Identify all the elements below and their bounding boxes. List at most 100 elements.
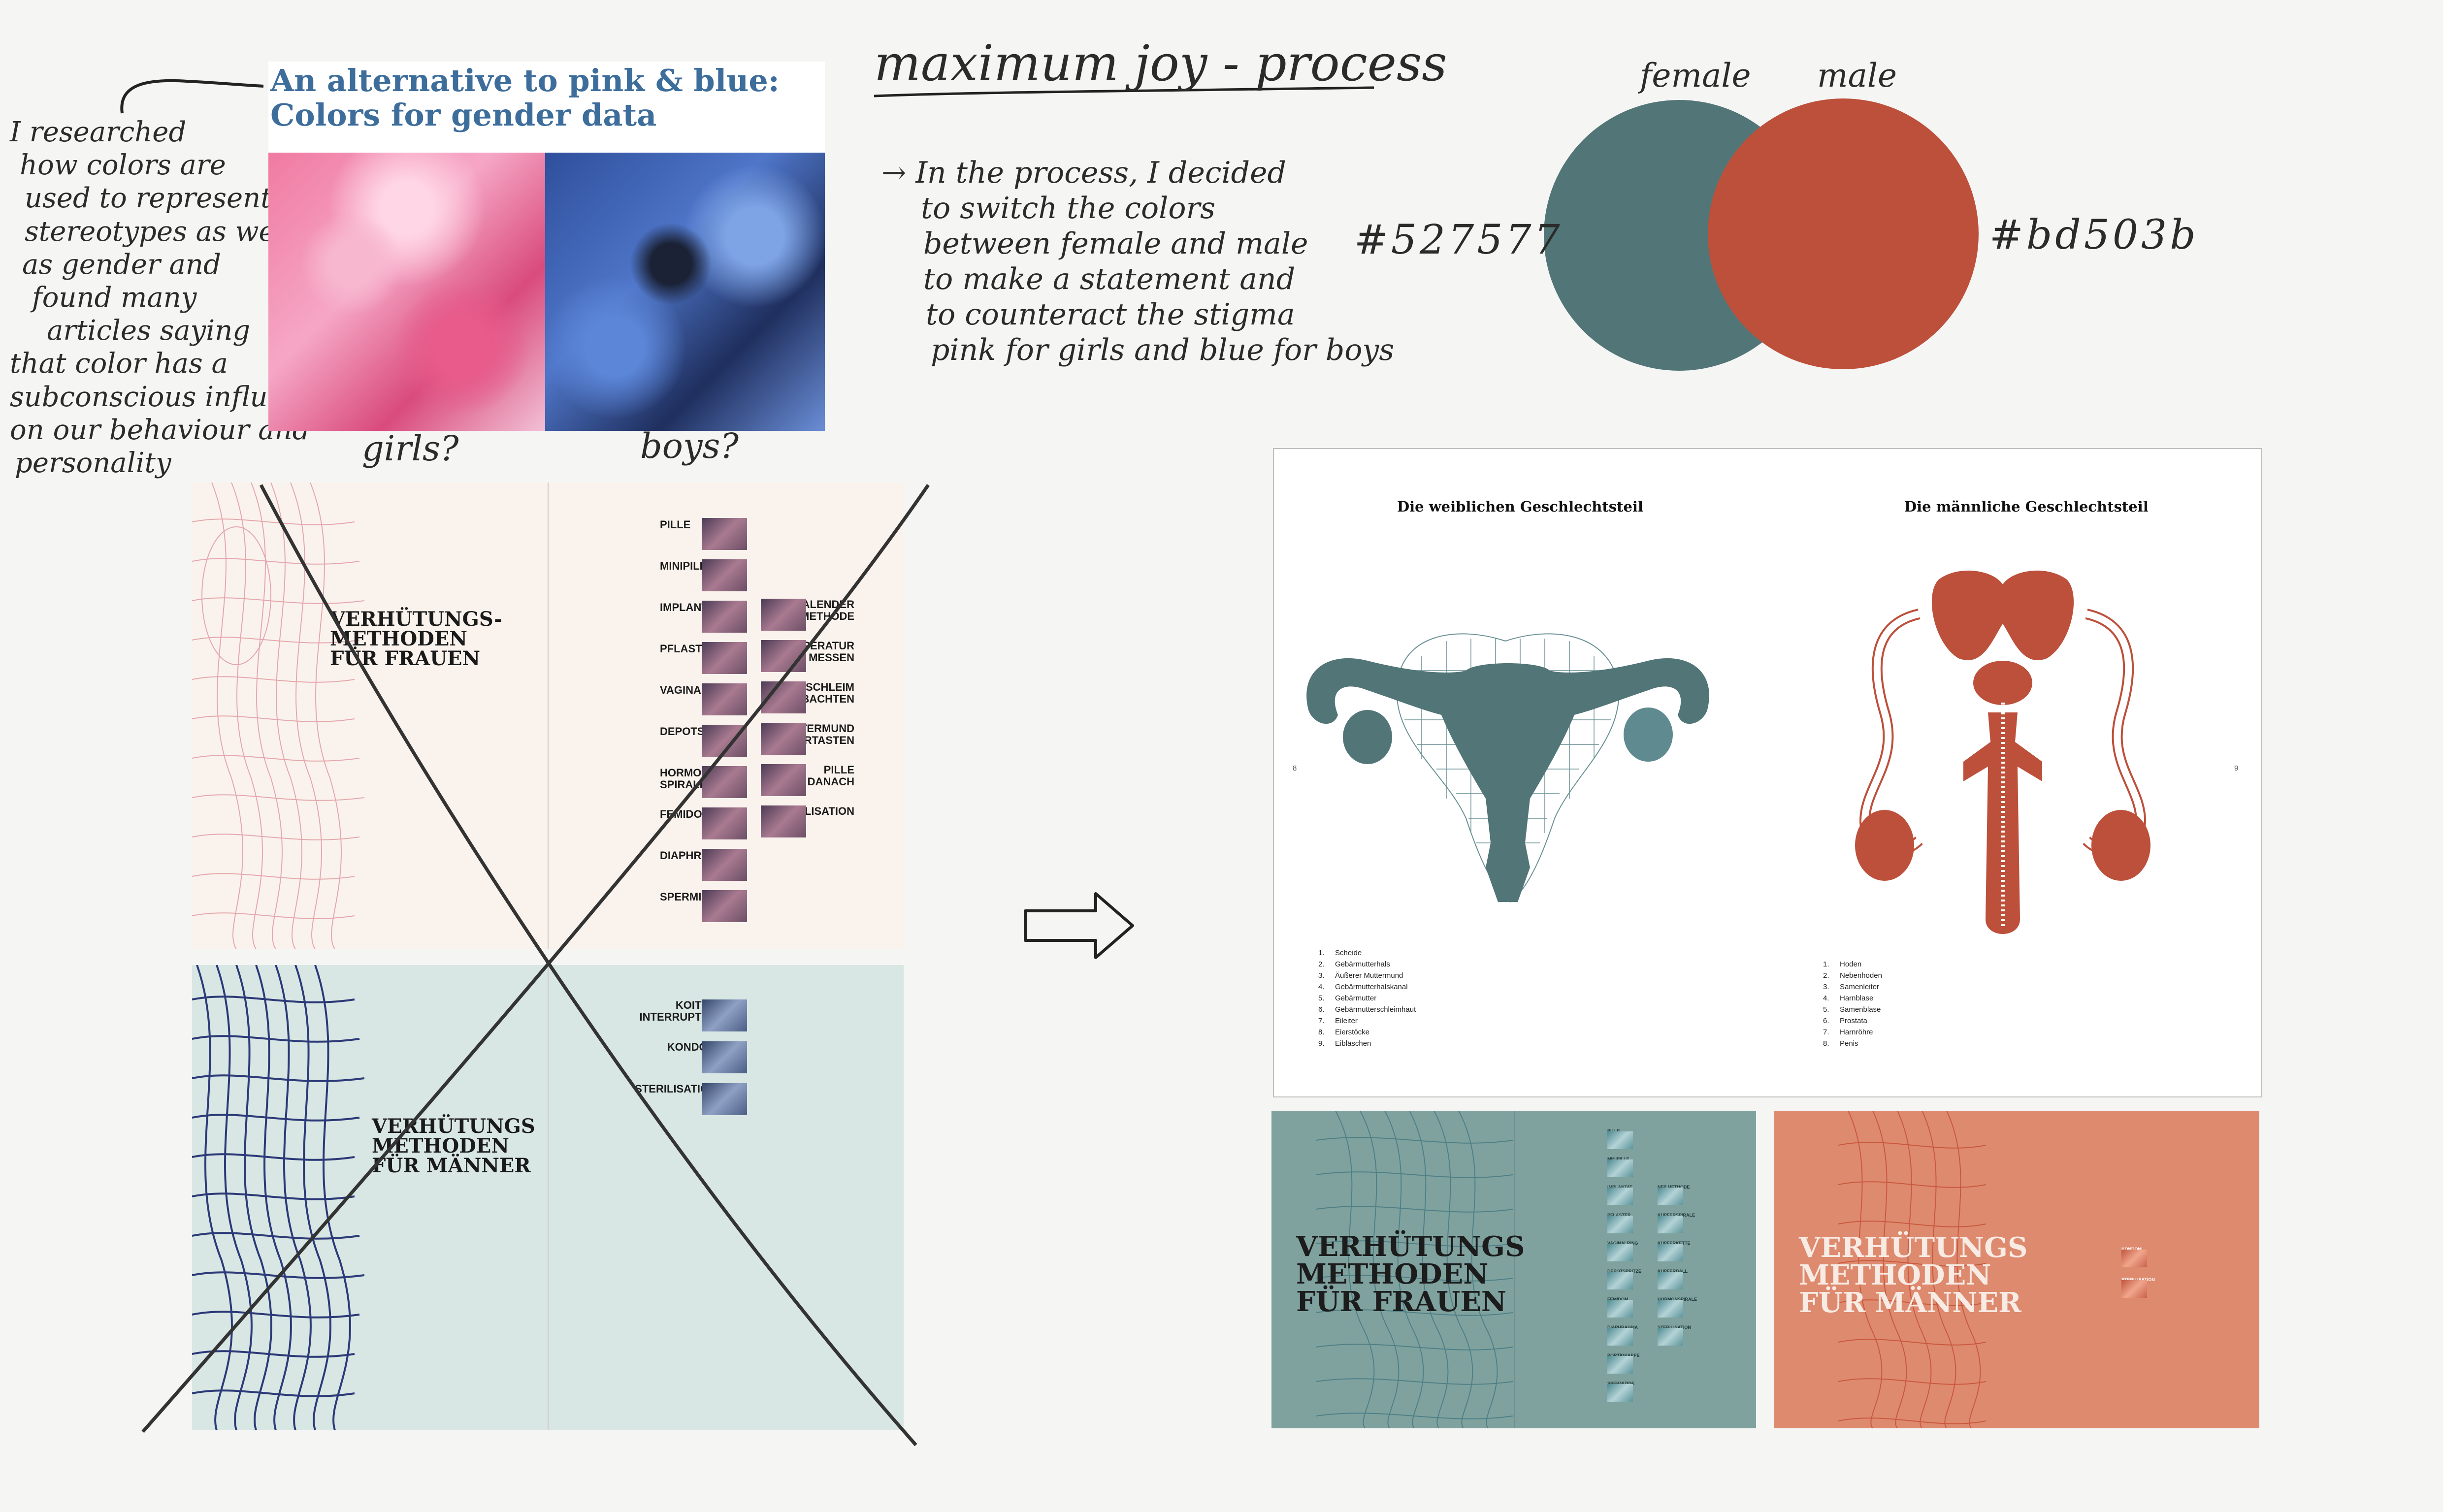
note-line: stereotypes as well [25, 215, 293, 248]
blue-toys-photo [545, 153, 825, 431]
male-hex-code: #bd503b [1989, 212, 2199, 258]
male-parts-list: 1. Hoden 2. Nebenhoden 3. Samenleiter 4. Harnbl… [1823, 959, 1882, 1049]
method-swatch [1607, 1131, 1633, 1149]
note-line: → In the process, I decided [881, 156, 1286, 190]
method-swatch [761, 805, 806, 837]
method-label: VAGINALRING [1607, 1241, 1638, 1246]
part-item: 9. Eibläschen [1318, 1039, 1371, 1048]
method-swatch [702, 601, 747, 633]
method-label: PILLE [660, 518, 691, 531]
note-line: found many [32, 281, 197, 314]
title-line: FÜR MÄNNER [1799, 1287, 2021, 1319]
method-swatch [1658, 1216, 1683, 1233]
teal-women-spread: VERHÜTUNGS METHODEN FÜR FRAUEN PILLE MINI… [1271, 1111, 1756, 1428]
part-label: Penis [1840, 1039, 1858, 1048]
note-line: pink for girls and blue for boys [931, 333, 1395, 367]
note-line: I researched [10, 116, 187, 148]
method-label: PFLASTER [1607, 1213, 1631, 1218]
part-label: Gebärmutterschleimhaut [1335, 1005, 1416, 1014]
women-spread-draft: VERHÜTUNGS- METHODEN FÜR FRAUEN PILLE MIN… [192, 483, 904, 949]
method-swatch [761, 723, 806, 755]
part-item: 6. Gebärmutterschleimhaut [1318, 1005, 1416, 1014]
method-label: PILLE DANACH [807, 764, 854, 788]
note-line: to counteract the stigma [926, 297, 1295, 332]
note-line: that color has a [10, 348, 228, 380]
part-item: 5. Gebärmutter [1318, 994, 1377, 1002]
method-swatch [1658, 1272, 1683, 1289]
method-swatch [2121, 1250, 2147, 1267]
cover-title: VERHÜTUNGS METHODEN FÜR MÄNNER [1799, 1234, 2027, 1317]
method-swatch [1658, 1188, 1683, 1205]
note-line: on our behaviour and [10, 414, 310, 446]
part-item: 3. Äußerer Muttermund [1318, 971, 1403, 980]
title-line: FÜR FRAUEN [1296, 1286, 1507, 1318]
method-swatch [702, 518, 747, 550]
part-item: 7. Harnröhre [1823, 1028, 1873, 1036]
part-item: 2. Nebenhoden [1823, 971, 1882, 980]
method-label: FEMIDOM [1607, 1297, 1629, 1302]
method-swatch [1607, 1328, 1633, 1346]
female-parts-list: 1. Scheide 2. Gebärmutterhals 3. Äußerer Mutt… [1318, 947, 1416, 1049]
male-label: male [1817, 57, 1897, 95]
connector-line [120, 79, 264, 114]
title-line: FÜR MÄNNER [372, 1154, 531, 1177]
part-label: Eileiter [1335, 1017, 1358, 1025]
research-note: I researched how colors are used to repr… [10, 116, 333, 480]
heading-underline [874, 86, 1374, 97]
method-swatch [702, 807, 747, 839]
part-label: Gebärmutter [1335, 994, 1377, 1002]
pink-toys-photo [268, 153, 545, 431]
process-note: → In the process, I decided to switch th… [881, 155, 1394, 368]
note-line: to switch the colors [921, 191, 1215, 225]
method-label: KUPFERKETTE [1658, 1241, 1691, 1246]
cover-title: VERHÜTUNGS METHODEN FÜR FRAUEN [1296, 1233, 1525, 1316]
method-swatch [1658, 1244, 1683, 1261]
part-label: Scheide [1335, 949, 1362, 957]
method-swatch [702, 683, 747, 715]
part-label: Harnröhre [1840, 1028, 1873, 1036]
method-label: KONDOM [2121, 1247, 2142, 1252]
page-fold [1514, 1111, 1515, 1428]
female-label: female [1640, 57, 1751, 95]
note-line: how colors are [20, 149, 226, 182]
method-swatch [1607, 1159, 1633, 1177]
part-item: 8. Penis [1823, 1039, 1858, 1048]
cover-title: VERHÜTUNGS METHODEN FÜR MÄNNER [372, 1117, 535, 1176]
method-label: STERILISATION [1658, 1325, 1691, 1330]
title-line: METHODEN [372, 1134, 509, 1158]
method-swatch [1607, 1272, 1633, 1289]
part-label: Gebärmutterhalskanal [1335, 983, 1408, 991]
method-label: NFP METHODE [1658, 1185, 1690, 1190]
men-spread-draft: VERHÜTUNGS METHODEN FÜR MÄNNER KOITUS IN… [192, 965, 904, 1430]
page-title: maximum joy - process [874, 34, 1447, 92]
female-hex-code: #527577 [1354, 217, 1563, 263]
part-item: 3. Samenleiter [1823, 983, 1880, 991]
method-swatch [761, 764, 806, 796]
method-swatch [1607, 1244, 1633, 1261]
note-line: used to represent [25, 182, 272, 215]
page-number: 9 [2234, 764, 2239, 772]
method-label: SPERMIZIDE [1607, 1381, 1635, 1386]
male-anatomy-title: Die männliche Geschlechtsteil [1904, 498, 2149, 515]
part-label: Eierstöcke [1335, 1028, 1370, 1036]
teal-mesh-graphic [1316, 1111, 1513, 1428]
part-label: Nebenhoden [1840, 971, 1882, 980]
method-swatch [761, 599, 806, 631]
method-label: DEPOTSPRITZE [1607, 1269, 1642, 1274]
method-label: PORTIOKAPPE [1607, 1353, 1640, 1358]
caption-boys: boys? [640, 426, 739, 466]
note-line: articles saying [47, 315, 251, 347]
title-line: VERHÜTUNGS [1799, 1231, 2028, 1264]
method-swatch [1607, 1216, 1633, 1233]
note-line: as gender and [22, 248, 221, 281]
method-swatch [702, 890, 747, 922]
male-anatomy-illustration [1855, 570, 2150, 934]
method-swatch [1658, 1300, 1683, 1318]
part-label: Hoden [1840, 960, 1862, 968]
method-label: IMPLANTAT [1607, 1185, 1632, 1190]
method-swatch [2121, 1280, 2147, 1298]
note-line: to make a statement and [923, 262, 1296, 296]
method-swatch [761, 640, 806, 672]
part-item: 2. Gebärmutterhals [1318, 960, 1390, 968]
